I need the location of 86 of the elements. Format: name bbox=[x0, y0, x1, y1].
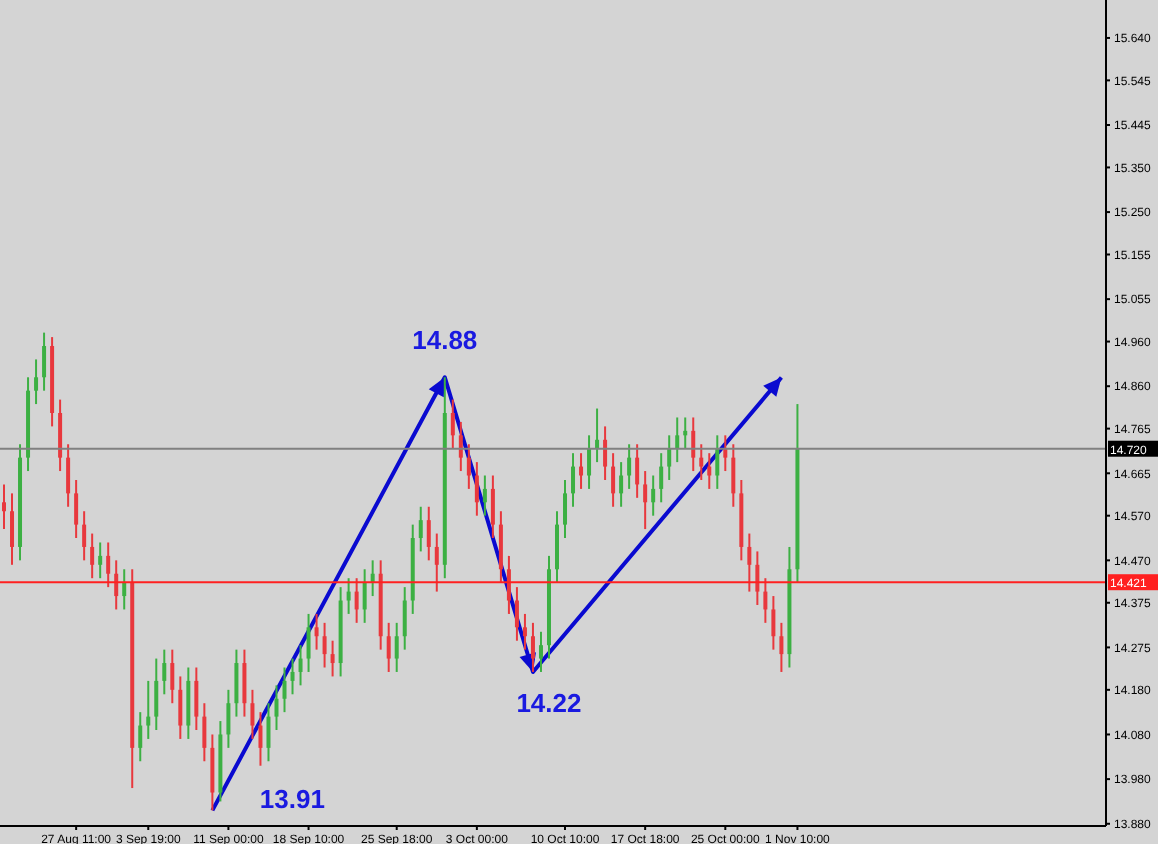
candlestick bbox=[122, 568, 127, 611]
candlestick bbox=[434, 532, 439, 593]
candlestick bbox=[418, 505, 423, 553]
candlestick bbox=[354, 577, 359, 624]
candlestick bbox=[699, 443, 704, 481]
candlestick bbox=[659, 452, 664, 504]
candlestick bbox=[66, 443, 71, 508]
candlestick bbox=[386, 621, 391, 673]
candlestick bbox=[146, 679, 151, 740]
candlestick bbox=[178, 675, 183, 740]
candlestick bbox=[514, 586, 519, 642]
candlestick bbox=[571, 452, 576, 508]
candlestick bbox=[2, 483, 6, 531]
candlestick bbox=[282, 666, 287, 714]
candlestick bbox=[651, 474, 656, 517]
candlestick bbox=[274, 684, 279, 732]
candlestick bbox=[106, 541, 111, 589]
candlestick bbox=[98, 541, 103, 580]
candlestick bbox=[10, 492, 15, 566]
annotation: 14.88 bbox=[412, 325, 478, 356]
candlestick bbox=[402, 586, 407, 651]
candlestick bbox=[290, 657, 295, 696]
candlestick bbox=[490, 474, 495, 540]
candlestick bbox=[627, 443, 632, 490]
candlestick bbox=[266, 702, 271, 763]
candlestick bbox=[394, 621, 399, 673]
candlestick bbox=[691, 416, 696, 473]
candlestick bbox=[755, 550, 760, 606]
candlestick bbox=[426, 505, 431, 562]
candlestick bbox=[482, 474, 487, 517]
candlestick bbox=[619, 461, 624, 508]
candlestick bbox=[154, 657, 159, 732]
candlestick bbox=[538, 630, 543, 673]
candlestick bbox=[74, 478, 79, 540]
candlestick bbox=[330, 639, 335, 678]
candlestick bbox=[675, 416, 680, 464]
candlestick bbox=[170, 648, 175, 705]
candlestick bbox=[587, 434, 592, 490]
candlestick bbox=[763, 577, 768, 624]
candlestick bbox=[747, 532, 752, 593]
candlestick bbox=[458, 420, 463, 473]
candlestick bbox=[362, 568, 367, 624]
candlestick bbox=[579, 452, 584, 490]
candlestick bbox=[90, 532, 95, 580]
candlestick bbox=[635, 443, 640, 499]
candlestick bbox=[643, 470, 648, 531]
annotation: 14.22 bbox=[516, 687, 582, 718]
candlestick bbox=[306, 612, 311, 673]
candlestick bbox=[314, 612, 319, 651]
candlestick bbox=[450, 398, 455, 450]
annotation: 13.91 bbox=[259, 784, 325, 815]
candlestick bbox=[250, 688, 255, 740]
candlestick bbox=[346, 577, 351, 615]
candlestick bbox=[731, 443, 736, 508]
candlestick bbox=[42, 331, 47, 392]
candlestick bbox=[563, 478, 568, 540]
candlestick bbox=[34, 358, 39, 406]
candlestick bbox=[522, 612, 527, 651]
candlestick bbox=[242, 648, 247, 718]
candlestick bbox=[226, 688, 231, 749]
candlestick bbox=[667, 434, 672, 481]
candlestick bbox=[506, 554, 511, 615]
candlestick bbox=[603, 425, 608, 481]
candlestick bbox=[298, 644, 303, 687]
candlestick bbox=[82, 510, 87, 562]
candlestick bbox=[114, 559, 119, 611]
candlestick bbox=[202, 702, 207, 763]
candlestick bbox=[611, 452, 616, 508]
candlestick bbox=[234, 648, 239, 718]
candlestick bbox=[58, 398, 63, 473]
candlestick bbox=[186, 666, 191, 740]
candlestick bbox=[258, 711, 263, 767]
candlestick bbox=[466, 443, 471, 490]
candlestick bbox=[530, 621, 535, 673]
candlestick bbox=[771, 595, 776, 651]
candlestick bbox=[707, 452, 712, 490]
candlestick bbox=[555, 510, 559, 584]
candlestick bbox=[715, 434, 720, 490]
candlestick bbox=[162, 648, 167, 696]
candlestick bbox=[498, 510, 503, 584]
candlestick bbox=[474, 461, 479, 517]
candlestick bbox=[779, 621, 784, 673]
candlestick bbox=[322, 621, 327, 669]
candlestick bbox=[138, 711, 143, 763]
candlestick bbox=[194, 666, 199, 732]
candlestick bbox=[210, 733, 215, 812]
